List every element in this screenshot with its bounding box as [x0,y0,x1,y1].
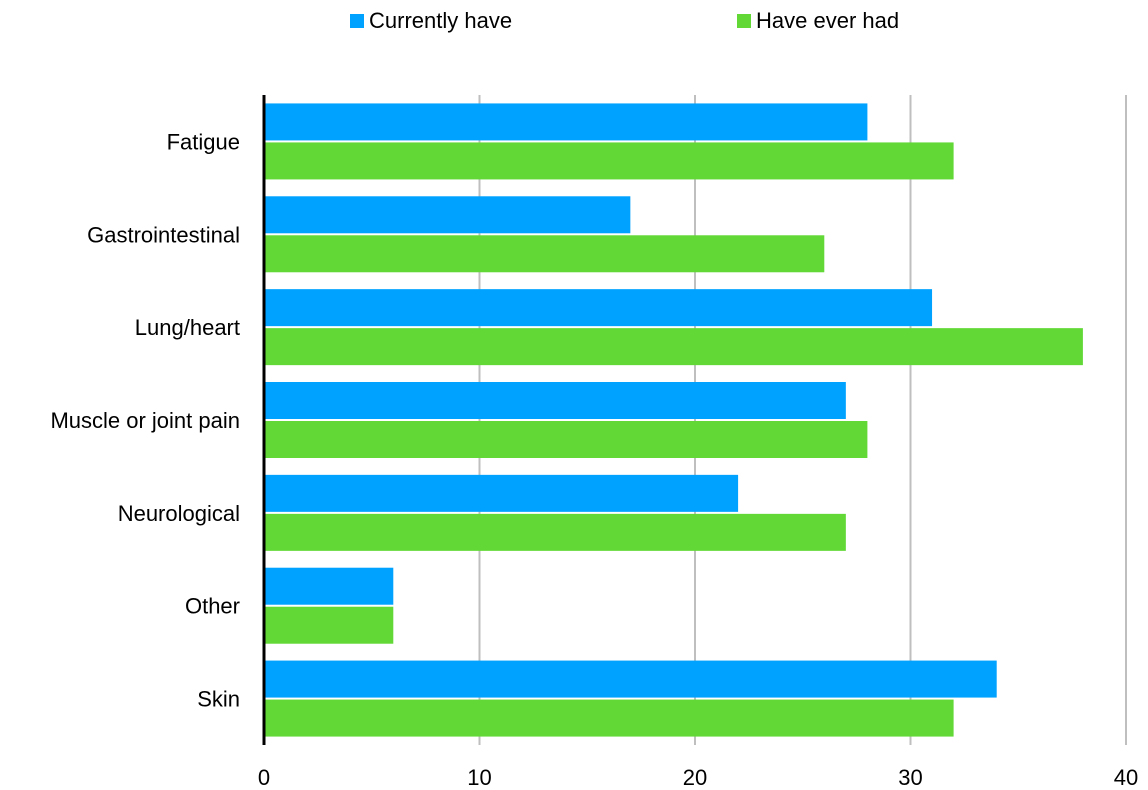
legend-item-have-ever-had: Have ever had [737,8,899,34]
bar-have-ever-had-gastrointestinal [264,235,825,273]
bar-have-ever-had-other [264,606,394,644]
y-tick-label-lung-heart: Lung/heart [135,315,240,340]
bar-have-ever-had-fatigue [264,142,954,180]
legend-swatch-currently-have [350,14,364,28]
bar-have-ever-had-lung-heart [264,328,1083,366]
legend-label-currently-have: Currently have [369,8,513,33]
y-tick-label-muscle-or-joint-pain: Muscle or joint pain [50,408,240,433]
legend-swatch-have-ever-had [737,14,751,28]
x-tick-label-10: 10 [467,765,491,790]
axis-labels: 0 10 20 30 40 Fatigue Gastrointestinal Lung/hea… [50,129,1138,790]
bar-currently-have-muscle-or-joint-pain [264,382,846,419]
bar-have-ever-had-muscle-or-joint-pain [264,421,868,458]
x-tick-label-0: 0 [258,765,270,790]
legend-item-currently-have: Currently have [350,8,512,34]
x-tick-label-20: 20 [683,765,707,790]
bar-currently-have-gastrointestinal [264,196,631,234]
bar-have-ever-had-neurological [264,513,846,551]
gridlines [478,95,1127,745]
legend: Currently have Have ever had [0,8,1148,38]
y-tick-label-fatigue: Fatigue [167,129,240,154]
bar-have-ever-had-skin [264,699,954,737]
y-tick-label-other: Other [185,594,240,619]
bar-currently-have-lung-heart [264,289,933,327]
bar-currently-have-neurological [264,474,739,512]
bars [264,103,1083,737]
y-tick-label-skin: Skin [197,687,240,712]
x-tick-label-40: 40 [1114,765,1138,790]
bar-currently-have-fatigue [264,103,868,141]
bar-currently-have-skin [264,660,997,698]
legend-label-have-ever-had: Have ever had [756,8,900,33]
x-tick-label-30: 30 [898,765,922,790]
y-tick-label-gastrointestinal: Gastrointestinal [87,222,240,247]
bar-currently-have-other [264,567,394,605]
y-tick-label-neurological: Neurological [118,501,240,526]
